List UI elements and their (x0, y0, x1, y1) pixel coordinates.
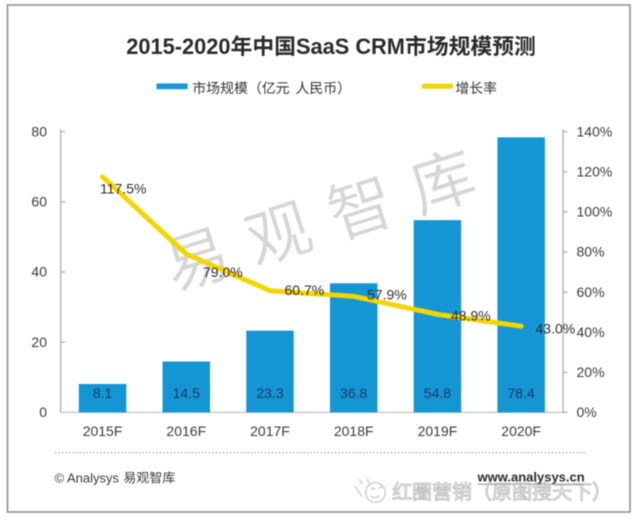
svg-text:120%: 120% (577, 163, 613, 179)
svg-text:60: 60 (31, 194, 47, 210)
svg-text:20%: 20% (577, 364, 605, 380)
svg-text:60%: 60% (577, 284, 605, 300)
svg-text:www.analysys.cn: www.analysys.cn (477, 470, 585, 485)
svg-text:54.8: 54.8 (424, 385, 451, 401)
svg-text:14.5: 14.5 (173, 385, 200, 401)
svg-text:2016F: 2016F (166, 423, 206, 439)
svg-text:2015F: 2015F (83, 423, 123, 439)
svg-text:2020F: 2020F (501, 423, 541, 439)
svg-text:40: 40 (31, 264, 47, 280)
svg-text:SaaS CRM: SaaS CRM (296, 34, 405, 59)
svg-text:48.9%: 48.9% (451, 308, 491, 324)
svg-text:36.8: 36.8 (340, 385, 367, 401)
svg-text:2019F: 2019F (418, 423, 458, 439)
svg-text:78.4: 78.4 (508, 385, 535, 401)
svg-text:80%: 80% (577, 244, 605, 260)
svg-text:20: 20 (31, 334, 47, 350)
svg-text:2018F: 2018F (334, 423, 374, 439)
svg-text:© Analysys: © Analysys (55, 470, 120, 485)
svg-text:57.9%: 57.9% (367, 287, 407, 303)
svg-text:2017F: 2017F (250, 423, 290, 439)
svg-text:117.5%: 117.5% (100, 180, 146, 196)
svg-text:0: 0 (39, 404, 47, 420)
svg-text:23.3: 23.3 (256, 385, 283, 401)
svg-text:140%: 140% (577, 123, 613, 139)
svg-text:40%: 40% (577, 324, 605, 340)
svg-text:79.0%: 79.0% (203, 264, 243, 280)
svg-text:2015-2020: 2015-2020 (126, 34, 230, 59)
svg-text:43.0%: 43.0% (536, 320, 576, 336)
svg-text:100%: 100% (577, 204, 613, 220)
svg-text:8.1: 8.1 (93, 385, 113, 401)
svg-text:60.7%: 60.7% (285, 282, 325, 298)
svg-text:80: 80 (31, 123, 47, 139)
svg-text:0%: 0% (577, 404, 597, 420)
